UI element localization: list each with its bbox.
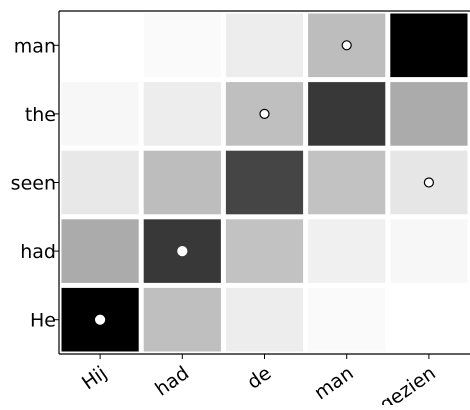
heatmap-cell-seen-de — [225, 150, 304, 215]
heatmap-cell-man-gezien — [390, 13, 468, 78]
heatmap-cell-He-de — [225, 287, 304, 352]
x-tick-label-had: had — [151, 362, 193, 401]
heatmap-cell-the-man — [308, 82, 386, 146]
alignment-marker-seen-gezien — [423, 177, 434, 188]
heatmap-cell-seen-had — [143, 150, 221, 215]
x-tick-label-de: de — [243, 362, 275, 394]
heatmap-cell-had-gezien — [390, 219, 468, 283]
heatmap-cell-had-Hij — [61, 219, 139, 283]
alignment-markers — [94, 40, 434, 325]
y-tick-label-man: man — [14, 35, 56, 57]
heatmap-cell-man-Hij — [61, 13, 139, 78]
heatmap-cell-man-de — [225, 13, 304, 78]
alignment-marker-man-man — [341, 40, 352, 51]
heatmap-cell-had-man — [308, 219, 386, 283]
heatmap-cell-the-had — [143, 82, 221, 146]
x-tick-label-man: man — [310, 362, 357, 404]
y-tick-label-seen: seen — [11, 173, 56, 195]
alignment-marker-He-Hij — [94, 314, 106, 325]
alignment-marker-had-had — [177, 246, 188, 257]
heatmap-cell-man-had — [143, 13, 221, 78]
heatmap-cell-had-de — [225, 219, 304, 283]
x-tick-label-gezien: gezien — [376, 362, 440, 405]
heatmap-cell-the-Hij — [61, 82, 139, 146]
heatmap-cell-seen-Hij — [61, 150, 139, 215]
heatmap-cell-seen-man — [308, 150, 386, 215]
x-tick-labels: Hij had de man gezien — [78, 354, 440, 410]
x-tick-label-Hij: Hij — [78, 362, 111, 394]
alignment-marker-the-de — [259, 108, 270, 120]
heatmap-cell-the-gezien — [390, 82, 468, 146]
y-tick-label-He: He — [30, 310, 56, 332]
heatmap-cell-He-had — [143, 287, 221, 352]
y-tick-label-had: had — [20, 241, 56, 263]
heatmap-cell-He-gezien — [390, 287, 468, 352]
y-tick-label-the: the — [25, 104, 56, 126]
heatmap-cells — [61, 13, 468, 352]
heatmap-cell-He-man — [308, 287, 386, 352]
y-tick-labels: man the seen had He — [11, 35, 59, 332]
